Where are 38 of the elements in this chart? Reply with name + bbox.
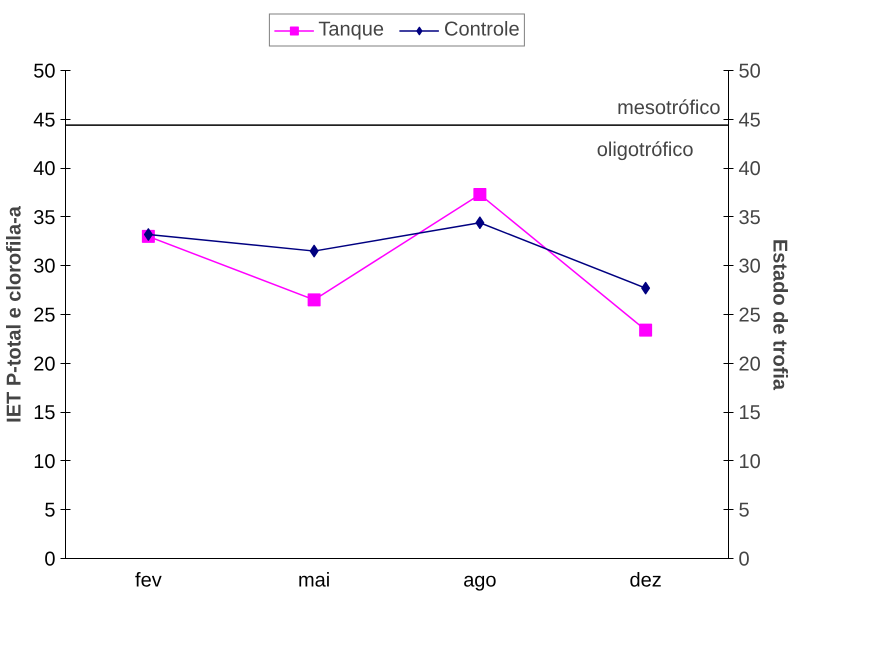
point [475,216,484,230]
x-tick-label: mai [298,570,330,592]
y2-tick-label: 25 [738,304,761,326]
y2-tick-label: 30 [738,256,761,278]
y2-tick-label: 15 [738,402,761,424]
y2-tick-label: 0 [738,548,750,570]
y-tick-label: 20 [33,353,56,376]
y-tick-label: 15 [33,402,56,424]
y2-tick-label: 40 [738,158,761,180]
point [473,188,486,201]
y-tick-label: 40 [33,158,56,180]
y-tick-label: 10 [33,450,56,473]
y-axis-title: IET P-total e clorofila-a [3,205,26,423]
legend-label: Controle [444,18,520,42]
point [639,324,652,337]
legend-label: Tanque [318,18,384,42]
y2-tick-label: 5 [738,500,750,522]
y-tick-label: 5 [44,500,56,522]
y2-tick-label: 45 [738,109,761,132]
y-tick-label: 25 [33,304,56,326]
y2-tick-label: 10 [738,450,761,473]
y-tick-label: 0 [44,548,56,570]
y-tick-label: 30 [33,256,56,278]
y2-axis-title: Estado de trofia [768,238,791,391]
x-tick-label: dez [630,570,662,592]
point [310,244,319,258]
point [641,282,650,295]
y-tick-label: 50 [33,60,56,82]
y2-tick-label: 50 [738,60,761,82]
annotation: oligotrófico [596,139,694,162]
y-tick-label: 45 [33,109,56,132]
y-tick-label: 35 [33,206,56,229]
y2-tick-label: 35 [738,206,761,229]
x-tick-label: ago [463,570,497,592]
x-tick-label: fev [135,570,162,592]
point [308,293,321,306]
ref-line-label: mesotrófico [617,97,721,120]
y2-tick-label: 20 [738,353,761,376]
